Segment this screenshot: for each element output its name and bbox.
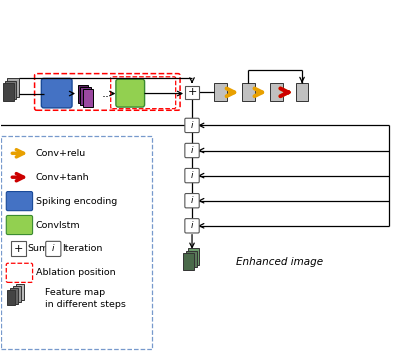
FancyBboxPatch shape bbox=[296, 83, 308, 102]
Text: Iteration: Iteration bbox=[62, 244, 102, 253]
FancyBboxPatch shape bbox=[5, 81, 16, 99]
FancyBboxPatch shape bbox=[83, 89, 93, 107]
FancyBboxPatch shape bbox=[185, 194, 199, 208]
FancyBboxPatch shape bbox=[1, 136, 152, 349]
Text: Ablation position: Ablation position bbox=[36, 268, 115, 277]
FancyBboxPatch shape bbox=[80, 87, 91, 105]
FancyBboxPatch shape bbox=[185, 143, 199, 158]
FancyBboxPatch shape bbox=[186, 251, 197, 267]
Text: i: i bbox=[52, 244, 54, 253]
FancyBboxPatch shape bbox=[41, 78, 72, 108]
FancyBboxPatch shape bbox=[13, 286, 21, 302]
FancyBboxPatch shape bbox=[270, 83, 282, 102]
FancyBboxPatch shape bbox=[185, 169, 199, 183]
FancyBboxPatch shape bbox=[214, 83, 227, 102]
FancyBboxPatch shape bbox=[185, 219, 199, 233]
Text: +: + bbox=[14, 244, 23, 254]
Text: i: i bbox=[191, 196, 193, 205]
FancyBboxPatch shape bbox=[6, 216, 32, 235]
FancyBboxPatch shape bbox=[10, 289, 18, 303]
Text: ..: .. bbox=[102, 87, 110, 100]
FancyBboxPatch shape bbox=[78, 85, 88, 103]
Text: i: i bbox=[191, 171, 193, 180]
Text: Conv+tanh: Conv+tanh bbox=[36, 173, 89, 182]
FancyBboxPatch shape bbox=[116, 79, 144, 107]
FancyBboxPatch shape bbox=[185, 118, 199, 133]
Text: Convlstm: Convlstm bbox=[36, 221, 80, 229]
FancyBboxPatch shape bbox=[188, 248, 199, 265]
Text: Conv+relu: Conv+relu bbox=[36, 149, 86, 158]
FancyBboxPatch shape bbox=[16, 284, 24, 299]
FancyBboxPatch shape bbox=[3, 83, 14, 102]
Text: +: + bbox=[187, 87, 197, 97]
Text: Spiking encoding: Spiking encoding bbox=[36, 196, 117, 206]
Text: Feature map
in different steps: Feature map in different steps bbox=[44, 288, 126, 309]
Text: i: i bbox=[191, 146, 193, 155]
FancyBboxPatch shape bbox=[183, 253, 194, 270]
FancyBboxPatch shape bbox=[8, 290, 16, 306]
FancyBboxPatch shape bbox=[6, 192, 32, 211]
Text: Sum: Sum bbox=[27, 244, 48, 253]
FancyBboxPatch shape bbox=[46, 241, 61, 257]
Text: Enhanced image: Enhanced image bbox=[236, 257, 323, 268]
FancyBboxPatch shape bbox=[242, 83, 255, 102]
Text: i: i bbox=[191, 121, 193, 130]
FancyBboxPatch shape bbox=[185, 86, 199, 99]
FancyBboxPatch shape bbox=[8, 78, 19, 97]
Text: i: i bbox=[191, 221, 193, 230]
FancyBboxPatch shape bbox=[11, 241, 26, 257]
